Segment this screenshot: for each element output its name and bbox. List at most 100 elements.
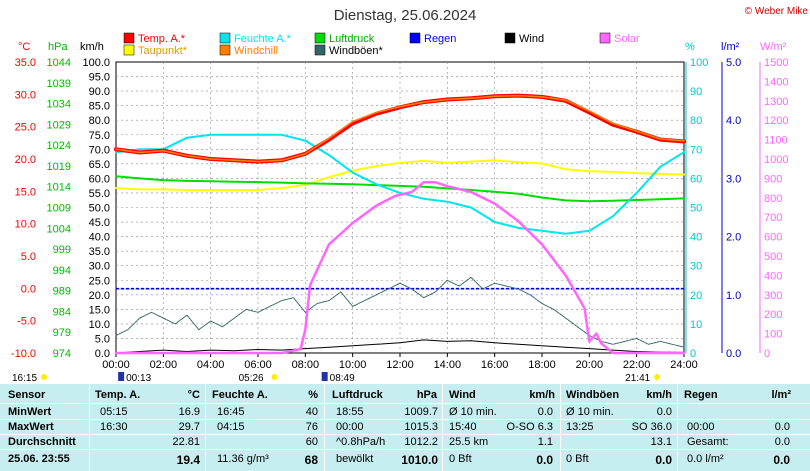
header-gust: Windböen	[566, 389, 620, 401]
pressure-axis-tick-label: 989	[53, 286, 71, 298]
wind-value: 1.1	[537, 436, 553, 448]
legend-label: Temp. A.*	[138, 33, 186, 45]
temp-time: 16:30	[100, 421, 128, 433]
legend-swatch	[123, 32, 135, 44]
axes: 35.0 30.0 25.0 20.0 15.0 10.0 5.0 0.0 -5.0 -10.0 1…	[11, 57, 789, 371]
pressure-time: ^0.8hPa/h	[336, 436, 386, 448]
weather-chart: 35.0 30.0 25.0 20.0 15.0 10.0 5.0 0.0 -5.0 -10.0 1…	[10, 6, 809, 384]
header-pressure: Luftdruck	[332, 389, 383, 401]
humidity-axis-tick-label: 0	[690, 348, 696, 360]
humidity-value: 60	[305, 436, 318, 448]
temp-axis-tick-label: 10.0	[15, 219, 36, 231]
pressure-value: 1015.3	[404, 421, 438, 433]
humidity-time: 16:45	[217, 406, 245, 418]
humidity-axis-tick-label: 60	[690, 173, 702, 185]
legend: Temp. A.* Feuchte A.* Luftdruck Regen Wind So…	[123, 32, 640, 57]
temp-value: 16.9	[178, 406, 200, 418]
series-solar	[114, 181, 686, 355]
legend-swatch	[599, 32, 611, 44]
wind-axis-tick-label: 50.0	[89, 203, 110, 215]
wind-axis-tick-label: 25.0	[89, 275, 110, 287]
wind-axis-tick-label: 75.0	[89, 130, 110, 142]
legend-label: Windchill	[234, 45, 278, 57]
header-humidity-unit: %	[308, 389, 318, 401]
time-tick-label: 22:00	[623, 359, 651, 371]
sunrise-icon	[271, 374, 278, 380]
solar-axis-tick-label: 0	[764, 348, 770, 360]
series-wind	[115, 339, 685, 354]
rain-value: 0.0	[774, 436, 790, 448]
wind-axis-tick-label: 20.0	[89, 290, 110, 302]
humidity-time: 11.36 g/m³	[217, 453, 269, 465]
row-label: MinWert	[8, 406, 52, 418]
wind-axis-tick-label: 30.0	[89, 261, 110, 273]
rain-axis-tick-label: 4.0	[726, 115, 741, 127]
legend-label: Windböen*	[329, 45, 384, 57]
time-tick-label: 06:00	[244, 359, 272, 371]
wind-axis-tick-label: 70.0	[89, 144, 110, 156]
time-tick-label: 00:00	[102, 359, 130, 371]
legend-label: Luftdruck	[329, 33, 375, 45]
solar-unit: W/m²	[760, 41, 787, 53]
wind-value: O-SO 6.3	[506, 421, 553, 433]
pressure-unit: hPa	[48, 41, 68, 53]
legend-label: Wind	[519, 33, 544, 45]
humidity-axis-tick-label: 50	[690, 203, 702, 215]
wind-label: Ø 10 min.	[449, 406, 497, 418]
wind-value: 0.0	[537, 406, 553, 418]
gust-value: 0.0	[655, 453, 672, 467]
time-tick-label: 10:00	[339, 359, 367, 371]
rain-axis-tick-label: 0.0	[726, 348, 741, 360]
series-luftdruck	[115, 175, 685, 203]
temp-axis-tick-label: 30.0	[15, 89, 36, 101]
humidity-axis-tick-label: 100	[690, 57, 708, 69]
wind-label: 0 Bft	[449, 453, 472, 465]
wind-axis-tick-label: 60.0	[89, 173, 110, 185]
rain-value: 0.0	[774, 421, 790, 433]
pressure-axis-tick-label: 1024	[47, 140, 71, 152]
time-tick-label: 14:00	[434, 359, 462, 371]
humidity-axis-tick-label: 30	[690, 261, 702, 273]
pressure-axis-tick-label: 1004	[47, 223, 71, 235]
legend-swatch	[314, 44, 326, 56]
solar-axis-tick-label: 700	[764, 212, 782, 224]
temp-axis-tick-label: 5.0	[21, 251, 36, 263]
wind-axis-tick-label: 90.0	[89, 86, 110, 98]
series-taupunkt	[115, 159, 685, 191]
wind-axis-tick-label: 15.0	[89, 304, 110, 316]
sunset-label: 21:41	[625, 373, 650, 384]
temp-value: 22.81	[172, 436, 200, 448]
temp-axis-tick-label: 20.0	[15, 154, 36, 166]
rain-unit: l/m²	[721, 41, 740, 53]
pressure-value: 1012.2	[404, 436, 438, 448]
solar-axis-tick-label: 1200	[764, 115, 788, 127]
temp-axis-tick-label: -10.0	[11, 348, 36, 360]
temp-axis-tick-label: 35.0	[15, 57, 36, 69]
legend-label: Solar	[614, 33, 640, 45]
pressure-axis-tick-label: 994	[53, 265, 71, 277]
wind-axis-tick-label: 85.0	[89, 101, 110, 113]
humidity-axis-tick-label: 70	[690, 144, 702, 156]
solar-axis-tick-label: 1500	[764, 57, 788, 69]
humidity-time: 04:15	[217, 421, 245, 433]
header-temp: Temp. A.	[95, 389, 141, 401]
wind-axis-tick-label: 0.0	[95, 348, 110, 360]
pressure-axis-tick-label: 1029	[47, 119, 71, 131]
event-marker-2-icon	[321, 372, 328, 381]
event-marker-1-icon	[118, 372, 125, 381]
time-tick-label: 16:00	[481, 359, 509, 371]
header-humidity: Feuchte A.	[212, 389, 268, 401]
header-temp-unit: °C	[187, 389, 200, 401]
pressure-axis-tick-label: 1019	[47, 161, 71, 173]
rain-value: 0.0	[773, 453, 790, 467]
pressure-axis-tick-label: 1014	[47, 182, 71, 194]
time-tick-label: 04:00	[197, 359, 225, 371]
wind-axis-tick-label: 35.0	[89, 246, 110, 258]
series-feuchte-a	[115, 133, 685, 235]
wind-value: 0.0	[536, 453, 553, 467]
pressure-axis-tick-label: 1034	[47, 99, 71, 111]
event-marker-2-label: 08:49	[330, 373, 355, 384]
solar-axis-tick-label: 600	[764, 232, 782, 244]
pressure-time: 18:55	[336, 406, 364, 418]
pressure-axis-tick-label: 999	[53, 244, 71, 256]
